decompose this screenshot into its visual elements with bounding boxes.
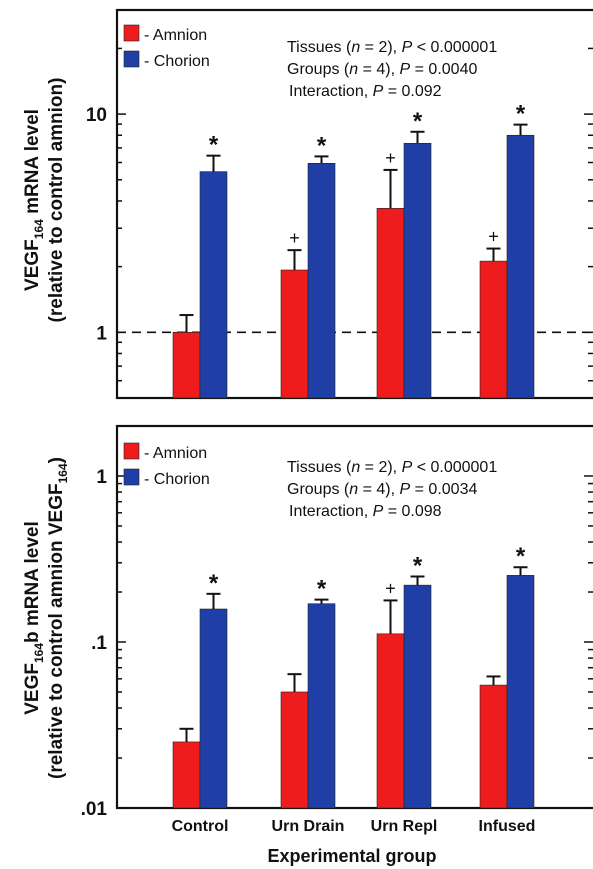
stats-line: Groups (n = 4), P = 0.0034 xyxy=(287,481,477,498)
stats-text: Interaction, xyxy=(289,83,373,100)
stats-text: = 0.092 xyxy=(383,83,441,100)
amnion-bar xyxy=(280,269,309,399)
ylabel-text: b mRNA level xyxy=(22,521,43,643)
amnion-bar xyxy=(479,260,508,399)
y-axis-label-line2: (relative to control amnion) xyxy=(46,78,67,323)
stats-line: Tissues (n = 2), P < 0.000001 xyxy=(287,39,497,56)
stats-text: Tissues ( xyxy=(287,39,352,56)
legend-swatch-chorion xyxy=(123,468,140,486)
ylabel-text: (relative to control amnion VEGF xyxy=(46,483,67,779)
stats-variable: n xyxy=(351,39,360,56)
stats-p-symbol: P xyxy=(402,459,413,476)
significance-asterisk: * xyxy=(209,570,219,597)
ylabel-text: mRNA level xyxy=(22,109,43,219)
y-tick-label: 1 xyxy=(96,323,107,344)
stats-text: Tissues ( xyxy=(287,459,352,476)
chorion-bar xyxy=(199,608,228,809)
stats-variable: n xyxy=(349,61,358,78)
significance-plus: + xyxy=(385,578,396,598)
stats-text: < 0.000001 xyxy=(412,39,497,56)
y-tick-label: .01 xyxy=(81,799,108,820)
x-category-label: Infused xyxy=(479,818,536,835)
stats-p-symbol: P xyxy=(402,39,413,56)
stats-line: Groups (n = 4), P = 0.0040 xyxy=(287,61,477,78)
stats-text: Groups ( xyxy=(287,481,350,498)
stats-line: Tissues (n = 2), P < 0.000001 xyxy=(287,459,497,476)
significance-asterisk: * xyxy=(516,543,526,570)
ylabel-text: ) xyxy=(46,457,67,463)
amnion-bar xyxy=(376,208,405,399)
legend-label-amnion: - Amnion xyxy=(144,27,207,44)
stats-p-symbol: P xyxy=(400,61,411,78)
stats-text: Groups ( xyxy=(287,61,350,78)
stats-line: Interaction, P = 0.092 xyxy=(289,83,442,100)
x-category-label: Urn Repl xyxy=(371,818,438,835)
amnion-bar xyxy=(172,741,201,809)
plot-frame xyxy=(115,424,593,810)
amnion-bar xyxy=(280,691,309,809)
legend-swatch-amnion xyxy=(123,24,140,42)
stats-text: = 0.0040 xyxy=(410,61,477,78)
significance-asterisk: * xyxy=(516,101,526,128)
stats-text: < 0.000001 xyxy=(412,459,497,476)
stats-text: = 0.0034 xyxy=(410,481,477,498)
legend-label-chorion: - Chorion xyxy=(144,53,210,70)
y-axis-label-line1: VEGF164 mRNA level xyxy=(22,109,46,291)
ylabel-text: VEGF xyxy=(22,239,43,291)
stats-text: Interaction, xyxy=(289,503,373,520)
legend-swatch-amnion xyxy=(123,442,140,460)
significance-asterisk: * xyxy=(317,576,327,603)
y-tick-label: .1 xyxy=(91,633,107,654)
stats-text: = 0.098 xyxy=(383,503,441,520)
amnion-bar xyxy=(479,684,508,809)
legend-label-amnion: - Amnion xyxy=(144,445,207,462)
chorion-bar xyxy=(506,134,535,399)
significance-plus: + xyxy=(488,227,499,247)
legend-label-chorion: - Chorion xyxy=(144,471,210,488)
stats-p-symbol: P xyxy=(373,83,384,100)
stats-variable: n xyxy=(351,459,360,476)
significance-asterisk: * xyxy=(317,132,327,159)
stats-text: = 2), xyxy=(360,39,401,56)
amnion-bar xyxy=(172,332,201,399)
stats-text: = 4), xyxy=(358,61,399,78)
x-category-label: Urn Drain xyxy=(272,818,345,835)
chorion-bar xyxy=(506,575,535,809)
ylabel-subscript: 164 xyxy=(32,219,46,239)
chorion-bar xyxy=(307,163,336,399)
amnion-bar xyxy=(376,633,405,809)
y-axis-label-line1: VEGF164b mRNA level xyxy=(22,521,46,715)
significance-asterisk: * xyxy=(413,108,423,135)
chorion-bar xyxy=(199,171,228,399)
significance-plus: + xyxy=(289,228,300,248)
y-axis-label-line2: (relative to control amnion VEGF164) xyxy=(46,457,70,779)
y-tick-label: 10 xyxy=(86,105,107,126)
stats-line: Interaction, P = 0.098 xyxy=(289,503,442,520)
significance-asterisk: * xyxy=(209,132,219,159)
x-axis-label: Experimental group xyxy=(267,846,436,866)
stats-p-symbol: P xyxy=(373,503,384,520)
stats-variable: n xyxy=(349,481,358,498)
ylabel-subscript: 164 xyxy=(32,643,46,663)
legend-swatch-chorion xyxy=(123,50,140,68)
stats-text: = 2), xyxy=(360,459,401,476)
plot-frame xyxy=(115,8,593,400)
ylabel-text: VEGF xyxy=(22,663,43,715)
chorion-bar xyxy=(307,603,336,809)
stats-p-symbol: P xyxy=(400,481,411,498)
chorion-bar xyxy=(403,584,432,809)
chorion-bar xyxy=(403,142,432,399)
significance-plus: + xyxy=(385,148,396,168)
bottom-panel: .01 .1 1 + * * * * Control Urn Drain Urn Repl Infus… xyxy=(22,424,593,835)
y-tick-label: 1 xyxy=(96,467,107,488)
significance-asterisk: * xyxy=(413,553,423,580)
ylabel-subscript: 164 xyxy=(56,463,70,483)
x-category-label: Control xyxy=(172,818,229,835)
stats-text: = 4), xyxy=(358,481,399,498)
